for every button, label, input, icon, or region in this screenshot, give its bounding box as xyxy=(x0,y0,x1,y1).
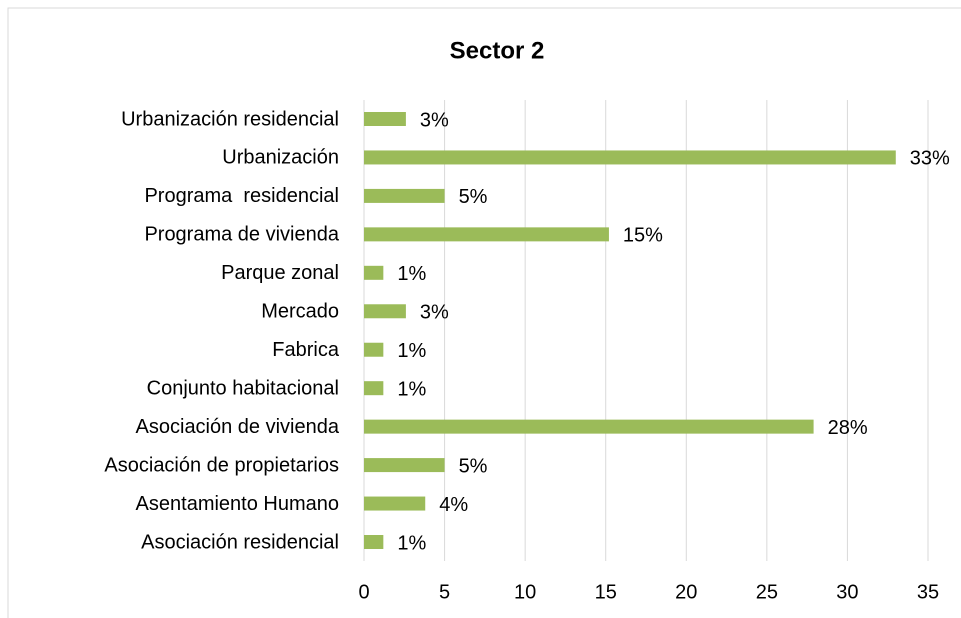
y-tick-label: Asociación de propietarios xyxy=(104,454,339,476)
data-label: 4% xyxy=(439,494,468,516)
y-tick-label: Fabrica xyxy=(272,339,340,361)
data-label: 3% xyxy=(420,109,449,131)
data-label: 5% xyxy=(459,455,488,477)
y-tick-label: Conjunto habitacional xyxy=(147,377,339,399)
bar xyxy=(364,188,445,203)
bar xyxy=(364,458,445,473)
y-tick-label: Parque zonal xyxy=(221,262,339,284)
data-label: 3% xyxy=(420,302,449,324)
x-tick-label: 30 xyxy=(836,581,858,603)
bar xyxy=(364,535,384,549)
x-tick-label: 25 xyxy=(756,581,778,603)
x-tick-label: 15 xyxy=(595,581,617,603)
y-tick-label: Mercado xyxy=(261,301,339,323)
data-label: 1% xyxy=(397,263,426,285)
bar xyxy=(364,304,406,319)
bar xyxy=(364,227,609,242)
x-tick-label: 0 xyxy=(358,581,369,603)
y-tick-label: Asociación de vivienda xyxy=(136,416,340,438)
x-tick-label: 10 xyxy=(514,581,536,603)
y-tick-label: Urbanización residencial xyxy=(121,108,339,130)
y-tick-label: Urbanización xyxy=(222,147,339,169)
chart-title: Sector 2 xyxy=(450,37,545,64)
data-label: 5% xyxy=(459,186,488,208)
data-label: 28% xyxy=(828,417,868,439)
bar xyxy=(364,112,406,126)
data-label: 1% xyxy=(397,378,426,400)
x-tick-label: 20 xyxy=(675,581,697,603)
data-label: 1% xyxy=(397,532,426,554)
y-tick-label: Asociación residencial xyxy=(141,531,339,553)
bar xyxy=(364,419,814,434)
x-tick-label: 5 xyxy=(439,581,450,603)
bar xyxy=(364,342,384,357)
data-label: 33% xyxy=(910,148,950,170)
bar xyxy=(364,496,426,511)
chart-border xyxy=(7,7,961,618)
bar xyxy=(364,265,384,280)
y-tick-label: Programa de vivienda xyxy=(144,224,339,246)
data-label: 15% xyxy=(623,225,663,247)
bar xyxy=(364,381,384,396)
data-label: 1% xyxy=(397,340,426,362)
x-tick-label: 35 xyxy=(917,581,939,603)
y-tick-label: Programa residencial xyxy=(144,185,339,207)
y-tick-label: Asentamiento Humano xyxy=(136,493,339,515)
bar xyxy=(364,150,896,165)
